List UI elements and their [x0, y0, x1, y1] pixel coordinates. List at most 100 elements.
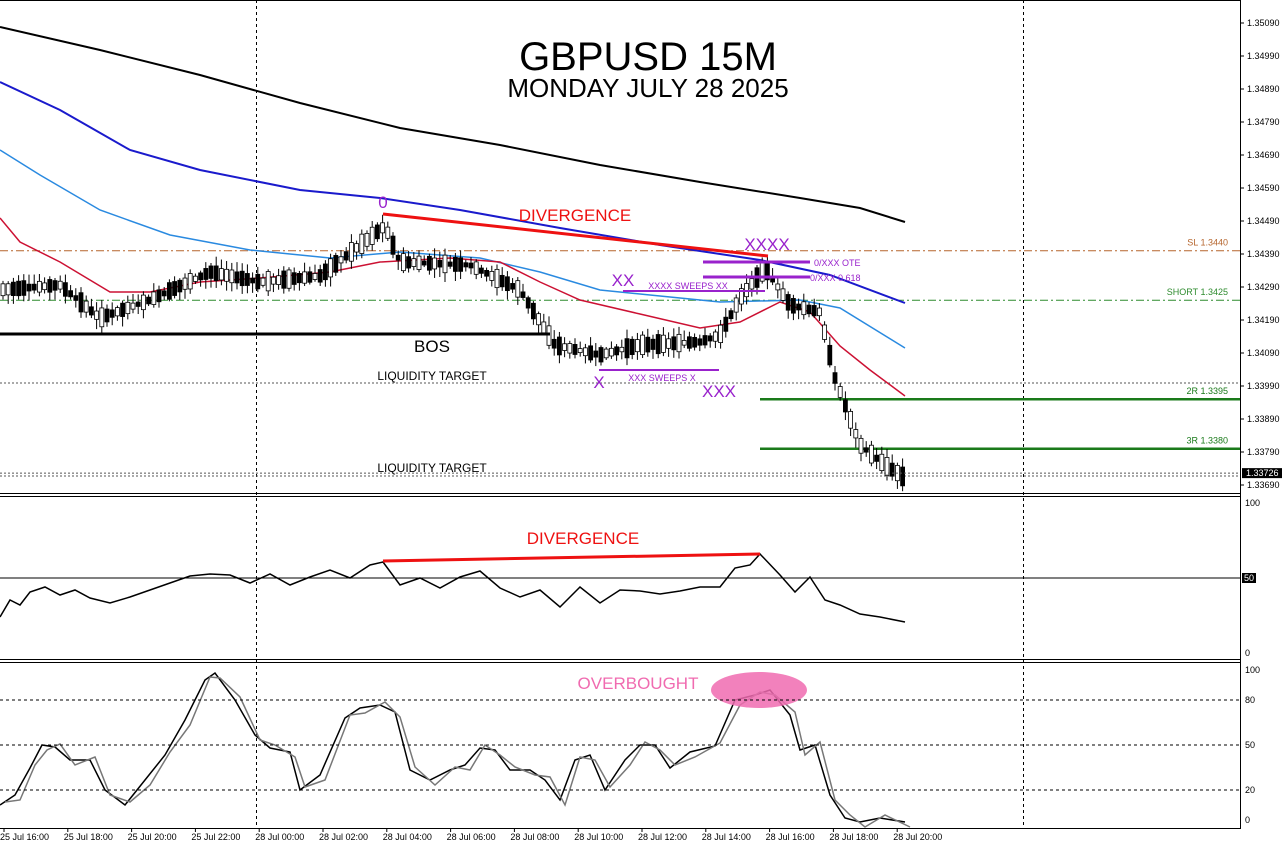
candle-body	[661, 334, 666, 353]
candle-body	[250, 277, 256, 284]
candle-body	[109, 309, 115, 318]
candle-body	[229, 269, 235, 284]
candle-body	[244, 273, 250, 286]
candle-body	[707, 335, 713, 342]
x-tick-label: 28 Jul 06:00	[447, 832, 496, 842]
x-label: X	[593, 373, 604, 392]
candle-body	[687, 336, 692, 349]
xxxx-label: XXXX	[744, 235, 789, 254]
candle-body	[125, 301, 131, 315]
level-label-short: SHORT 1.3425	[1167, 287, 1228, 297]
candle-body	[26, 283, 32, 292]
rsi-50-label: 50	[1244, 573, 1254, 583]
candle-body	[629, 338, 635, 355]
candle-body	[588, 345, 593, 361]
candle-body	[432, 257, 438, 270]
candle-body	[78, 292, 84, 313]
candle-body	[858, 437, 864, 454]
candle-body	[681, 340, 687, 346]
candle-body	[785, 294, 791, 311]
xxx-label: XXX	[702, 382, 736, 401]
candle-body	[281, 270, 287, 289]
y-tick-label: 1.33990	[1247, 381, 1280, 391]
candle-body	[276, 275, 282, 285]
candle-body	[208, 265, 214, 279]
candle-body	[421, 260, 427, 266]
candle-body	[348, 242, 354, 262]
x-tick-label: 28 Jul 12:00	[638, 832, 687, 842]
x-tick-label: 25 Jul 16:00	[0, 832, 49, 842]
candle-body	[120, 302, 125, 317]
candle-body	[146, 296, 152, 305]
xx-label: XX	[612, 271, 635, 290]
candle-body	[68, 290, 73, 298]
x-tick-label: 28 Jul 08:00	[510, 832, 559, 842]
candle-body	[380, 222, 386, 234]
candle-body	[863, 447, 869, 453]
y-tick-label: 1.34690	[1247, 150, 1280, 160]
candle-body	[806, 304, 812, 315]
candle-body	[510, 283, 516, 290]
rsi-divergence-line	[382, 552, 761, 563]
candle-body	[593, 350, 599, 358]
rsi-panel: DIVERGENCE	[0, 529, 906, 623]
candle-body	[749, 278, 755, 290]
candle-body	[671, 336, 677, 351]
x-tick-label: 28 Jul 16:00	[766, 832, 815, 842]
candle-body	[47, 279, 53, 293]
candles	[0, 214, 905, 492]
candle-body	[567, 343, 573, 354]
candle-body	[198, 272, 204, 281]
candle-body	[780, 288, 786, 301]
candle-body	[99, 307, 105, 328]
candle-body	[270, 276, 276, 285]
candle-body	[359, 233, 365, 254]
candle-body	[338, 256, 344, 264]
candle-body	[291, 272, 297, 285]
candle-body	[775, 283, 781, 291]
candle-body	[900, 466, 905, 487]
candle-body	[395, 254, 401, 261]
candle-body	[21, 280, 27, 296]
candle-body	[520, 291, 526, 298]
candle-body	[525, 297, 531, 309]
candle-body	[172, 281, 178, 296]
candle-body	[52, 280, 58, 291]
candle-body	[713, 331, 718, 342]
candle-body	[801, 301, 807, 316]
y-tick-label: 1.33690	[1247, 480, 1280, 490]
candle-body	[796, 303, 801, 311]
candle-body	[192, 275, 198, 282]
candle-body	[463, 262, 469, 268]
candle-body	[889, 462, 895, 477]
candle-body	[234, 271, 240, 284]
candle-body	[452, 256, 458, 272]
candle-body	[411, 258, 417, 267]
candle-body	[73, 295, 79, 301]
candle-body	[42, 282, 47, 291]
candle-body	[374, 224, 380, 240]
candle-body	[848, 411, 853, 429]
axes: 1.35090 1.34990 1.34890 1.34790 1.34690 1.345…	[0, 18, 1282, 842]
candle-body	[874, 454, 879, 462]
candle-body	[161, 290, 167, 297]
candle-body	[494, 268, 500, 289]
day-separators	[256, 0, 1024, 829]
candle-body	[203, 268, 209, 280]
x-tick-label: 28 Jul 00:00	[255, 832, 304, 842]
candle-body	[640, 334, 645, 356]
candle-body	[827, 344, 833, 366]
fib-label: 0/XXX 0.618	[810, 273, 861, 283]
stoch-tick-label: 100	[1245, 665, 1260, 675]
y-tick-label: 1.33790	[1247, 447, 1280, 457]
candle-body	[151, 291, 157, 305]
candle-body	[156, 289, 162, 303]
candle-body	[317, 269, 323, 283]
level-label-3r: 3R 1.3380	[1186, 436, 1228, 446]
candle-body	[239, 270, 245, 287]
candle-body	[728, 310, 734, 320]
candle-body	[609, 347, 614, 357]
candle-body	[307, 271, 313, 283]
candle-body	[655, 334, 661, 355]
candle-body	[843, 399, 848, 413]
